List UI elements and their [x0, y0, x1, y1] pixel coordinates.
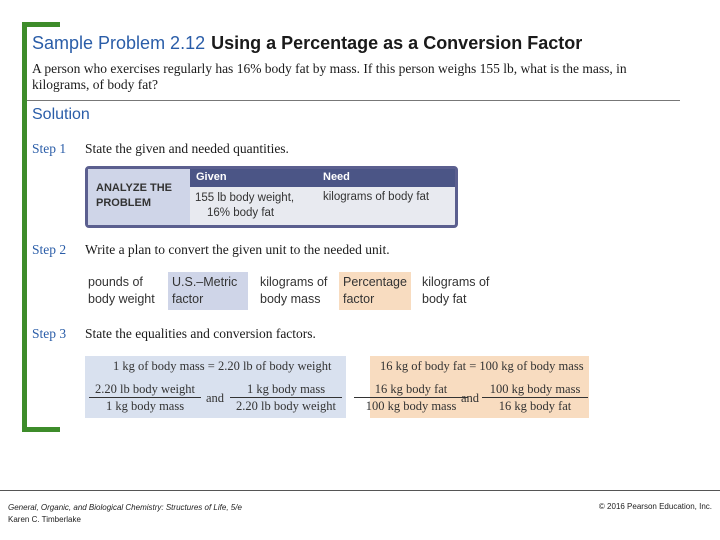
copyright: © 2016 Pearson Education, Inc. — [598, 502, 712, 511]
plan-percentage-factor: Percentage factor — [339, 272, 411, 310]
us-metric-factor-1: 2.20 lb body weight 1 kg body mass — [89, 381, 201, 414]
percentage-factor-1-numerator: 16 kg body fat — [374, 382, 448, 396]
analyze-label-line2: PROBLEM — [96, 197, 151, 209]
plan-end-line2: body fat — [422, 292, 467, 306]
us-metric-equality-box: 1 kg of body mass = 2.20 lb of body weig… — [85, 356, 346, 418]
plan-us-metric-factor: U.S.–Metric factor — [168, 272, 248, 310]
plan-mid-line2: body mass — [260, 292, 321, 306]
plan-start-line1: pounds of — [88, 275, 143, 289]
percentage-equality-box: 16 kg of body fat = 100 kg of body mass … — [354, 356, 589, 418]
analyze-header-bar: Given Need — [190, 169, 455, 187]
author: Karen C. Timberlake — [8, 515, 81, 524]
solution-heading: Solution — [32, 106, 90, 123]
percentage-equality: 16 kg of body fat = 100 kg of body mass — [380, 359, 584, 373]
bracket-side — [22, 22, 27, 432]
percentage-factor-2: 100 kg body mass 16 kg body fat — [482, 381, 588, 414]
step-1-text: State the given and needed quantities. — [85, 141, 289, 156]
plan-start: pounds of body weight — [84, 272, 159, 310]
book-title: General, Organic, and Biological Chemist… — [8, 503, 242, 512]
step-2-label: Step 2 — [32, 242, 67, 257]
need-header: Need — [323, 171, 350, 183]
percentage-factor-1-denominator: 100 kg body mass — [354, 397, 468, 414]
step-3-text: State the equalities and conversion fact… — [85, 326, 316, 341]
us-metric-factor-1-denominator: 1 kg body mass — [89, 397, 201, 414]
step-2-text: Write a plan to convert the given unit t… — [85, 242, 390, 257]
sample-problem-name: Using a Percentage as a Conversion Facto… — [211, 33, 583, 53]
analyze-label: ANALYZE THE PROBLEM — [88, 169, 190, 225]
footer-citation: General, Organic, and Biological Chemist… — [8, 502, 242, 526]
plan-factor1-line1: U.S.–Metric — [172, 275, 238, 289]
bracket-top — [22, 22, 60, 27]
need-value: kilograms of body fat — [323, 191, 430, 203]
sample-problem-number: Sample Problem 2.12 — [32, 33, 206, 53]
footer-divider — [0, 490, 720, 491]
step-1-label: Step 1 — [32, 141, 67, 156]
plan-end-line1: kilograms of — [422, 275, 490, 289]
us-metric-factor-2: 1 kg body mass 2.20 lb body weight — [230, 381, 342, 414]
analyze-problem-box: ANALYZE THE PROBLEM Given Need 155 lb bo… — [85, 166, 458, 228]
given-line1: 155 lb body weight, — [195, 192, 295, 204]
plan-factor2-line1: Percentage — [343, 275, 407, 289]
given-header: Given — [196, 171, 227, 183]
us-metric-factor-2-denominator: 2.20 lb body weight — [230, 397, 342, 414]
step-3-label: Step 3 — [32, 326, 67, 341]
plan-end: kilograms of body fat — [418, 272, 493, 310]
and-label: and — [461, 391, 480, 405]
analyze-label-line1: ANALYZE THE — [96, 182, 172, 194]
plan-start-line2: body weight — [88, 292, 155, 306]
us-metric-factor-1-numerator: 2.20 lb body weight — [95, 382, 195, 396]
problem-statement: A person who exercises regularly has 16%… — [32, 61, 627, 92]
percentage-factor-2-numerator: 100 kg body mass — [489, 382, 581, 396]
percentage-factor-2-denominator: 16 kg body fat — [482, 397, 588, 414]
and-label: and — [206, 391, 225, 405]
plan-factor1-line2: factor — [172, 292, 204, 306]
page-title: Sample Problem 2.12 Using a Percentage as… — [32, 33, 582, 54]
divider — [27, 100, 680, 101]
bracket-bottom — [22, 427, 60, 432]
given-value: 155 lb body weight, 16% body fat — [195, 191, 294, 221]
us-metric-factor-2-numerator: 1 kg body mass — [246, 382, 326, 396]
plan-mid: kilograms of body mass — [256, 272, 331, 310]
given-line2: 16% body fat — [207, 207, 275, 219]
us-metric-equality: 1 kg of body mass = 2.20 lb of body weig… — [113, 359, 332, 373]
plan-mid-line1: kilograms of — [260, 275, 328, 289]
percentage-factor-1: 16 kg body fat 100 kg body mass — [354, 381, 468, 414]
plan-factor2-line2: factor — [343, 292, 375, 306]
